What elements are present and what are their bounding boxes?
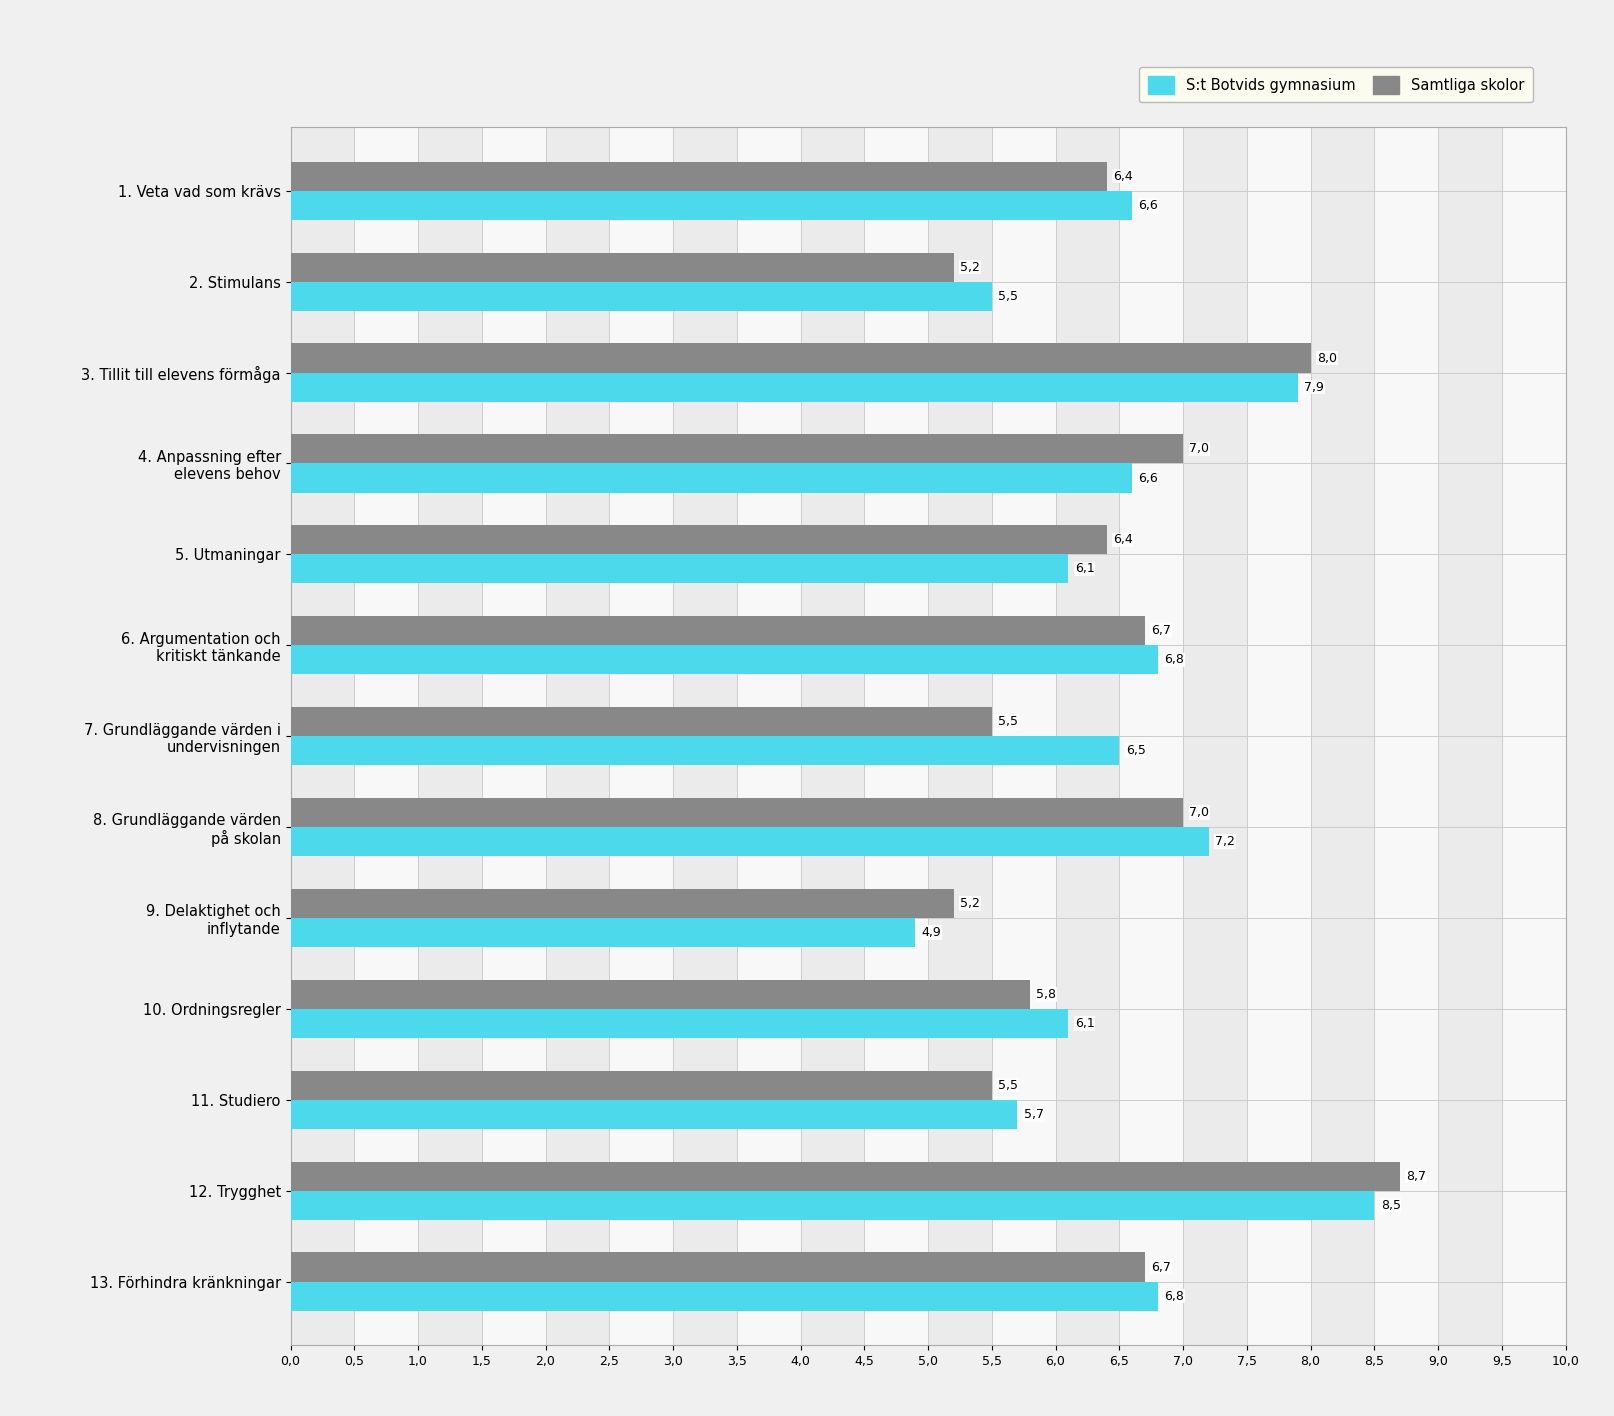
- Bar: [291, 1100, 1017, 1129]
- Bar: [291, 161, 1107, 191]
- Bar: [291, 918, 915, 947]
- Bar: [291, 1008, 1068, 1038]
- Text: 7,2: 7,2: [1215, 835, 1235, 848]
- Bar: [291, 463, 1131, 493]
- Text: 6,6: 6,6: [1138, 472, 1159, 484]
- Bar: [1120, 127, 1183, 1345]
- Bar: [291, 1281, 1157, 1311]
- Text: 6,5: 6,5: [1125, 745, 1146, 758]
- Text: 7,0: 7,0: [1190, 806, 1209, 818]
- Bar: [291, 435, 1183, 463]
- Bar: [1311, 127, 1374, 1345]
- Text: 5,5: 5,5: [997, 1079, 1018, 1092]
- Text: 6,8: 6,8: [1164, 653, 1183, 667]
- Bar: [546, 127, 610, 1345]
- Bar: [291, 344, 1311, 372]
- Bar: [673, 127, 736, 1345]
- Text: 6,8: 6,8: [1164, 1290, 1183, 1303]
- Bar: [291, 555, 1068, 583]
- Legend: S:t Botvids gymnasium, Samtliga skolor: S:t Botvids gymnasium, Samtliga skolor: [1139, 67, 1533, 102]
- Text: 4,9: 4,9: [922, 926, 941, 939]
- Bar: [991, 127, 1056, 1345]
- Bar: [865, 127, 928, 1345]
- Text: 8,7: 8,7: [1406, 1170, 1427, 1182]
- Text: 5,7: 5,7: [1023, 1107, 1044, 1121]
- Text: 8,5: 8,5: [1380, 1199, 1401, 1212]
- Bar: [291, 799, 1183, 827]
- Bar: [610, 127, 673, 1345]
- Bar: [1056, 127, 1120, 1345]
- Bar: [801, 127, 865, 1345]
- Text: 6,7: 6,7: [1151, 1260, 1172, 1273]
- Bar: [1183, 127, 1246, 1345]
- Text: 6,4: 6,4: [1114, 170, 1133, 183]
- Text: 6,4: 6,4: [1114, 534, 1133, 547]
- Bar: [291, 252, 954, 282]
- Text: 6,7: 6,7: [1151, 624, 1172, 637]
- Bar: [291, 980, 1030, 1008]
- Bar: [291, 1191, 1374, 1219]
- Bar: [353, 127, 418, 1345]
- Bar: [291, 1070, 991, 1100]
- Text: 6,1: 6,1: [1075, 1017, 1094, 1029]
- Text: 8,0: 8,0: [1317, 351, 1336, 364]
- Text: 7,0: 7,0: [1190, 442, 1209, 456]
- Text: 5,5: 5,5: [997, 290, 1018, 303]
- Bar: [1438, 127, 1501, 1345]
- Text: 6,6: 6,6: [1138, 198, 1159, 212]
- Bar: [291, 889, 954, 918]
- Bar: [291, 282, 991, 310]
- Bar: [291, 525, 1107, 555]
- Bar: [481, 127, 546, 1345]
- Bar: [736, 127, 801, 1345]
- Bar: [291, 191, 1131, 219]
- Text: 6,1: 6,1: [1075, 562, 1094, 575]
- Bar: [291, 736, 1120, 765]
- Bar: [291, 827, 1209, 857]
- Text: 7,9: 7,9: [1304, 381, 1323, 394]
- Bar: [291, 1253, 1144, 1281]
- Bar: [1248, 127, 1311, 1345]
- Bar: [1501, 127, 1566, 1345]
- Text: 5,5: 5,5: [997, 715, 1018, 728]
- Bar: [291, 646, 1157, 674]
- Bar: [291, 127, 353, 1345]
- Bar: [291, 616, 1144, 646]
- Bar: [1374, 127, 1438, 1345]
- Bar: [291, 707, 991, 736]
- Bar: [418, 127, 481, 1345]
- Bar: [291, 372, 1298, 402]
- Text: 5,2: 5,2: [960, 261, 980, 273]
- Bar: [291, 1161, 1399, 1191]
- Bar: [928, 127, 991, 1345]
- Text: 5,8: 5,8: [1036, 988, 1057, 1001]
- Text: 5,2: 5,2: [960, 896, 980, 910]
